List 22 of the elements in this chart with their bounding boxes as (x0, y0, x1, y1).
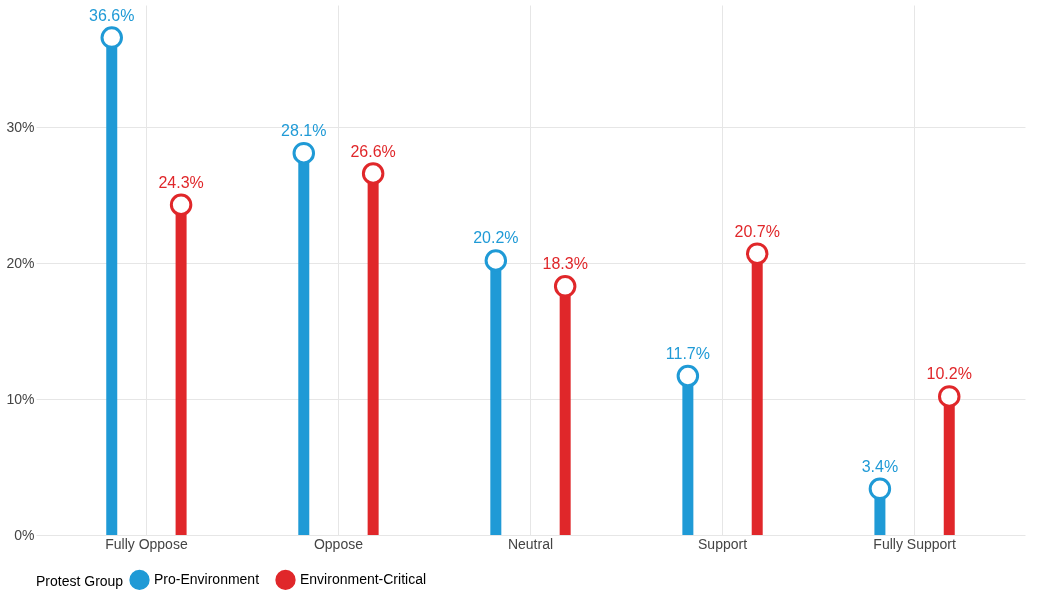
legend-label: Environment-Critical (300, 570, 427, 587)
x-tick-label: Oppose (313, 535, 364, 552)
data-label: 10.2% (926, 365, 972, 383)
y-tick-label: 10% (6, 390, 35, 407)
data-label: 26.6% (350, 142, 396, 160)
x-tick-label: Support (698, 535, 748, 552)
data-label: 20.7% (734, 222, 780, 240)
legend-title: Protest Group (36, 573, 124, 589)
x-tick-label: Neutral (507, 535, 554, 552)
data-label: 18.3% (542, 255, 588, 273)
data-label: 24.3% (158, 173, 204, 191)
y-tick-label: 20% (6, 254, 35, 271)
data-label: 3.4% (861, 457, 899, 475)
y-tick-label: 30% (6, 118, 35, 135)
data-label: 11.7% (665, 345, 710, 362)
data-label: 36.6% (89, 6, 135, 24)
legend-label: Pro-Environment (154, 570, 260, 587)
y-tick-label: 0% (14, 526, 35, 543)
x-tick-label: Fully Oppose (105, 535, 188, 552)
x-tick-label: Fully Support (873, 535, 956, 552)
data-label: 28.1% (281, 122, 327, 140)
data-label: 20.2% (473, 229, 519, 247)
